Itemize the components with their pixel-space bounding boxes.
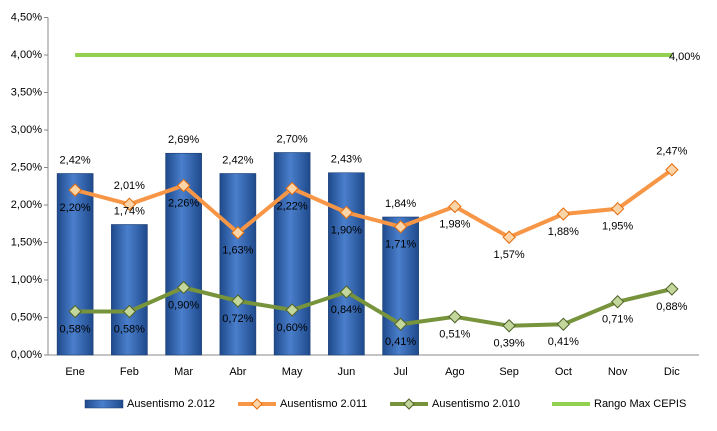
x-tick-label: Ene xyxy=(65,366,85,378)
x-tick-label: May xyxy=(282,366,303,378)
x-tick-label: Mar xyxy=(174,366,193,378)
marker xyxy=(68,304,82,319)
marker xyxy=(665,282,679,296)
data-label: 1,57% xyxy=(494,249,525,261)
data-label: 0,90% xyxy=(168,299,199,311)
marker xyxy=(610,295,625,309)
bar xyxy=(219,173,257,356)
y-tick-label: 4,50% xyxy=(11,11,42,23)
line xyxy=(75,285,673,328)
x-tick-label: Jul xyxy=(394,366,408,378)
data-label: 1,98% xyxy=(439,218,470,230)
marker xyxy=(68,183,82,197)
data-label: 2,43% xyxy=(331,154,362,166)
data-label: 1,90% xyxy=(331,224,362,236)
data-label: 0,51% xyxy=(439,329,470,341)
data-label: 0,58% xyxy=(114,323,145,335)
marker xyxy=(556,317,571,331)
data-label: 0,72% xyxy=(222,313,253,325)
marker xyxy=(610,202,625,216)
x-tick-label: Dic xyxy=(664,366,680,378)
y-tick-label: 3,50% xyxy=(11,86,42,98)
x-tick-label: Sep xyxy=(499,366,519,378)
marker xyxy=(448,199,462,214)
marker xyxy=(122,197,137,211)
marker xyxy=(393,317,408,331)
marker xyxy=(339,285,354,299)
bar xyxy=(382,216,419,356)
y-tick-label: 2,00% xyxy=(11,199,42,211)
bar xyxy=(111,224,148,356)
data-label: 0,84% xyxy=(331,304,362,316)
data-label: 0,41% xyxy=(385,336,416,348)
data-label: 2,42% xyxy=(60,154,91,166)
marker xyxy=(231,226,245,240)
y-tick-label: 3,00% xyxy=(11,124,42,136)
data-label: 0,41% xyxy=(548,336,579,348)
data-label: 1,74% xyxy=(114,205,145,217)
x-tick-label: Jun xyxy=(338,366,356,378)
data-label: 1,63% xyxy=(222,245,253,257)
data-label: 1,84% xyxy=(385,198,416,210)
legend-label: Rango Max CEPIS xyxy=(594,398,686,410)
marker xyxy=(339,205,354,220)
y-tick-label: 0,00% xyxy=(11,349,42,361)
marker xyxy=(448,310,462,324)
line xyxy=(74,168,674,240)
legend-marker xyxy=(403,398,415,410)
marker xyxy=(502,230,516,244)
marker xyxy=(122,304,137,319)
bar xyxy=(56,173,94,356)
marker xyxy=(285,303,299,317)
data-label: 0,58% xyxy=(60,323,91,335)
data-label: 2,22% xyxy=(277,200,308,212)
data-label: 2,47% xyxy=(656,146,687,158)
marker xyxy=(393,220,408,234)
marker xyxy=(502,319,516,333)
data-label: 2,70% xyxy=(277,133,308,145)
y-tick-label: 0,50% xyxy=(11,311,42,323)
data-label: 2,01% xyxy=(114,180,145,192)
legend-swatch xyxy=(84,399,124,409)
marker xyxy=(665,163,679,177)
marker xyxy=(176,178,191,193)
y-tick-label: 2,50% xyxy=(11,161,42,173)
data-label: 0,88% xyxy=(656,301,687,313)
data-label: 2,20% xyxy=(60,202,91,214)
data-label: 0,39% xyxy=(494,338,525,350)
x-tick-label: Feb xyxy=(120,366,139,378)
legend-label: Ausentismo 2.010 xyxy=(432,398,520,410)
data-label: 0,60% xyxy=(277,322,308,334)
x-tick-label: Oct xyxy=(555,366,572,378)
data-label: 1,95% xyxy=(602,221,633,233)
data-label: 1,71% xyxy=(385,239,416,251)
marker xyxy=(285,181,299,196)
x-tick-label: Ago xyxy=(445,366,465,378)
data-label: 4,00% xyxy=(669,51,700,63)
legend-label: Ausentismo 2.011 xyxy=(280,398,367,410)
x-tick-label: Nov xyxy=(608,366,628,378)
marker xyxy=(176,280,191,295)
data-label: 2,42% xyxy=(222,154,253,166)
data-label: 0,71% xyxy=(602,314,633,326)
marker xyxy=(556,207,571,221)
legend-label: Ausentismo 2.012 xyxy=(127,398,215,410)
y-tick-label: 1,00% xyxy=(11,274,42,286)
legend-marker xyxy=(251,398,263,410)
y-tick-label: 1,50% xyxy=(11,236,42,248)
marker xyxy=(231,294,245,308)
bar xyxy=(328,172,365,356)
data-label: 2,69% xyxy=(168,134,199,146)
x-tick-label: Abr xyxy=(229,366,246,378)
y-tick-label: 4,00% xyxy=(11,49,42,61)
data-label: 2,26% xyxy=(168,197,199,209)
data-label: 1,88% xyxy=(548,226,579,238)
